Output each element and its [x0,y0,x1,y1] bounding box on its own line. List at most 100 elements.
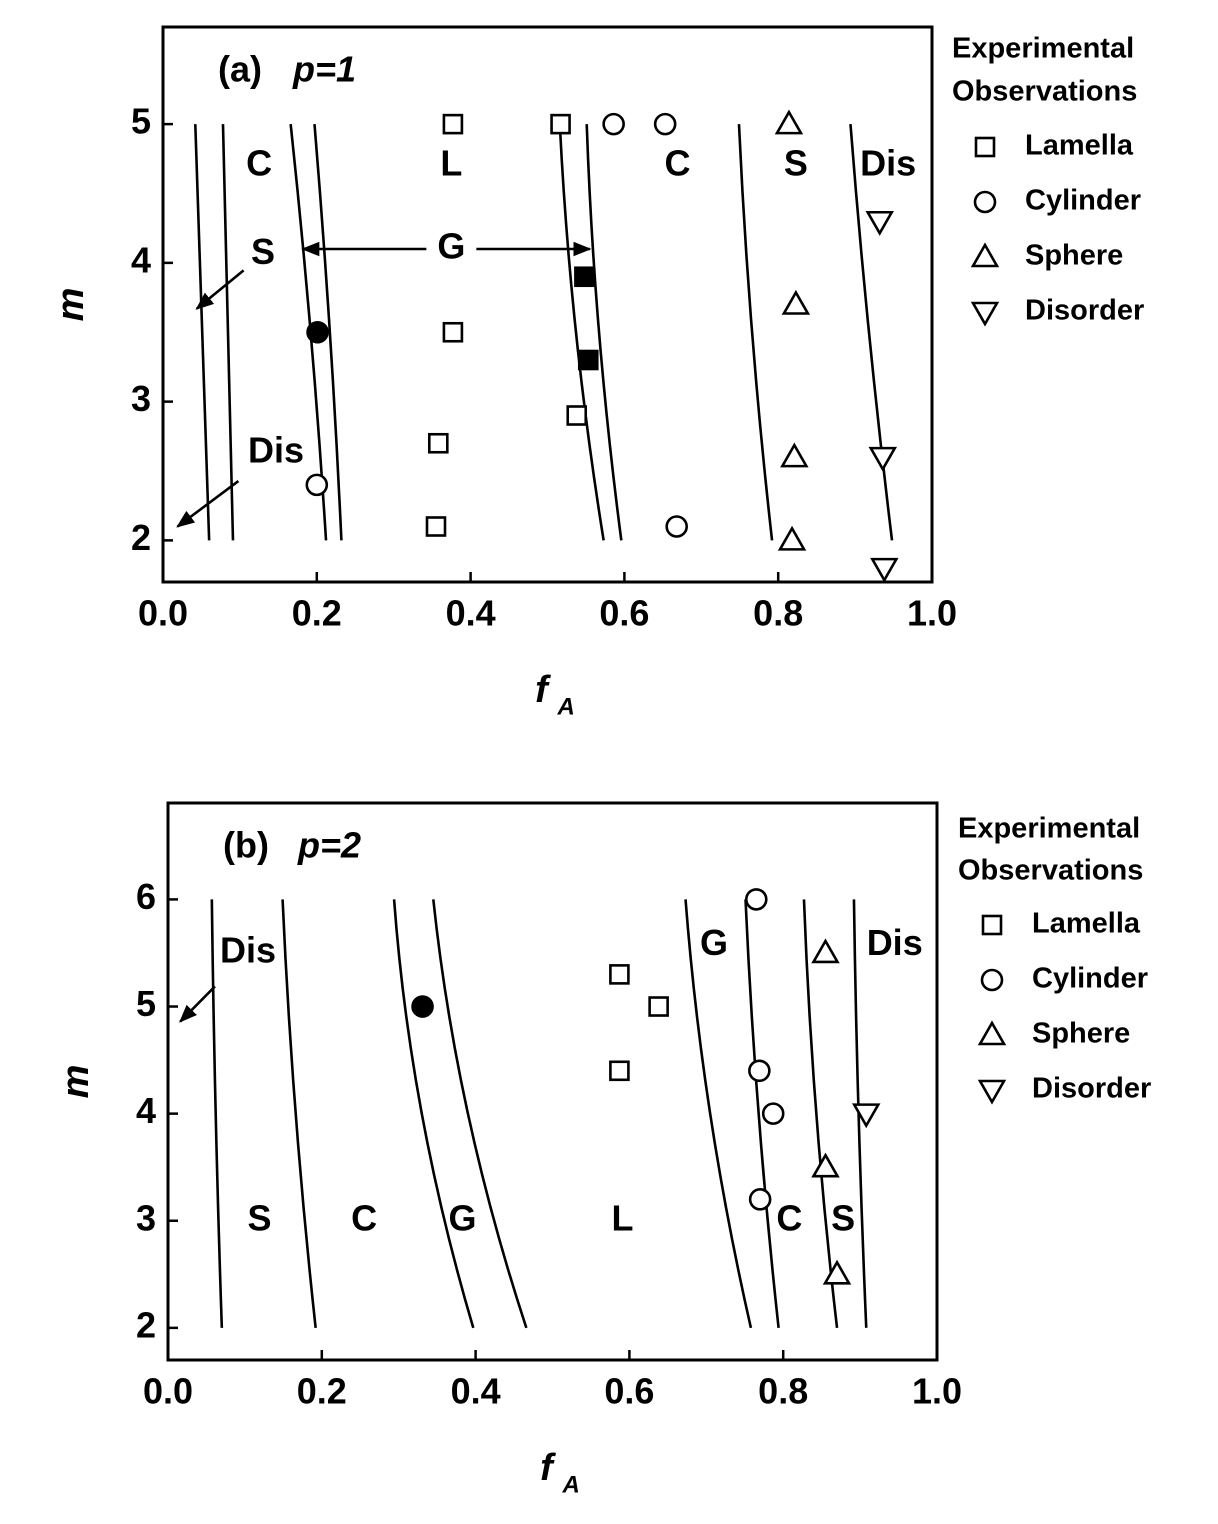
phase-boundary [585,124,623,541]
data-point [653,112,677,136]
data-point [811,1152,840,1178]
y-tick-label: 2 [131,517,151,558]
x-axis-label-subscript: A [562,1471,580,1498]
x-tick-label: 0.4 [451,1371,501,1412]
legend-label: Lamella [1032,908,1141,940]
legend-label: Cylinder [1032,963,1148,995]
x-axis-label: f [540,1447,556,1489]
legend-label: Sphere [1032,1018,1130,1050]
data-point [748,1188,772,1211]
y-tick-label: 5 [136,983,156,1024]
legend-title: Observations [958,855,1143,887]
legend-label: Cylinder [1025,185,1141,217]
y-tick-label: 2 [136,1304,156,1345]
data-point [811,938,840,964]
data-point [761,1102,785,1125]
phase-boundary [392,899,475,1329]
data-point [609,964,630,985]
panel-title: p=1 [292,49,356,90]
legend-label: Disorder [1025,295,1144,327]
region-label: Dis [220,929,276,970]
x-tick-label: 0.6 [604,1371,654,1412]
region-label: S [831,1197,855,1238]
data-point [574,266,595,288]
legend-label: Disorder [1032,1073,1151,1105]
legend-label: Sphere [1025,240,1123,272]
data-point [442,113,464,135]
phase-boundary [281,899,317,1329]
phase-boundary [684,899,753,1329]
data-point [748,1059,771,1083]
data-point [781,289,811,315]
data-point [870,557,899,583]
y-axis-label: m [50,288,92,322]
legend-label: Lamella [1025,130,1134,162]
x-axis-label: f [535,669,551,711]
data-point [425,516,447,537]
data-point [648,996,669,1017]
data-point [744,888,768,911]
region-label: C [776,1197,802,1238]
x-tick-label: 0.0 [143,1371,193,1412]
legend-marker [977,1020,1007,1046]
panel-label: (a) [218,49,262,90]
legend-marker [977,1079,1007,1105]
data-point [777,525,807,551]
legend-marker [970,242,1000,268]
y-tick-label: 5 [131,101,151,142]
plot-frame [161,25,934,584]
legend-marker [981,914,1003,936]
y-tick-label: 3 [131,378,151,419]
region-label: Dis [860,142,916,183]
x-tick-label: 0.8 [758,1371,808,1412]
data-point [442,321,464,343]
phase-boundary [849,124,894,541]
annotation-arrow [195,269,245,310]
data-point [822,1259,852,1285]
region-label: S [251,231,275,272]
region-label: G [700,922,728,963]
x-tick-label: 0.4 [446,593,496,634]
data-point [609,1060,630,1082]
x-tick-label: 0.8 [753,593,803,634]
phase-boundary [558,124,605,541]
x-tick-label: 1.0 [912,1371,962,1412]
x-axis-label-subscript: A [557,693,575,720]
x-tick-label: 1.0 [907,593,957,634]
phase-boundary [221,124,235,541]
annotation-arrow [179,985,216,1023]
phase-boundary [802,899,839,1329]
data-point [774,109,804,135]
y-axis-label: m [55,1065,97,1099]
legend-marker [970,301,1000,327]
x-tick-label: 0.2 [297,1371,347,1412]
x-tick-label: 0.0 [138,593,188,634]
data-point [566,405,588,426]
y-tick-label: 4 [131,239,151,280]
data-point [428,432,449,454]
panel-title: p=2 [297,825,361,866]
data-point [577,349,599,371]
region-label: C [664,142,690,183]
y-tick-label: 4 [136,1090,156,1131]
legend-marker [980,968,1004,992]
region-label: Dis [867,922,923,963]
y-tick-label: 6 [136,876,156,917]
region-label: C [246,142,272,183]
data-point [306,320,329,344]
plot-frame [166,801,939,1362]
y-tick-label: 3 [136,1197,156,1238]
phase-boundary [432,899,528,1329]
region-label: L [611,1197,633,1238]
phase-boundary [313,124,343,541]
annotation-arrow [176,480,240,528]
region-label: Dis [248,429,304,470]
region-label: S [248,1197,272,1238]
phase-boundary [737,124,774,541]
region-label: L [440,142,462,183]
region-label: C [351,1197,377,1238]
phase-boundary [210,899,224,1328]
region-label: G [437,226,465,267]
data-point [852,1103,881,1129]
